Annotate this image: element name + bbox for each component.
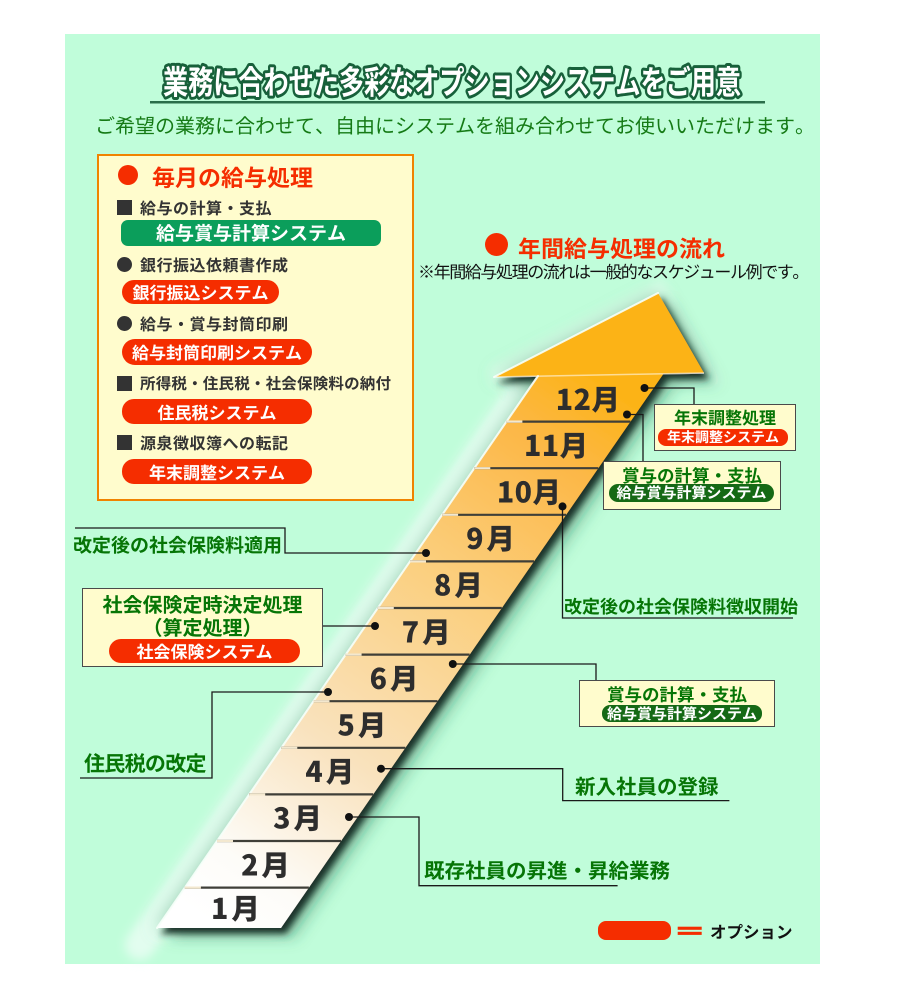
svg-text:9月: 9月 xyxy=(466,517,518,558)
svg-text:11月: 11月 xyxy=(524,424,589,465)
svg-text:1月: 1月 xyxy=(211,887,263,928)
svg-text:業務に合わせた多彩なオプションシステムをご用意: 業務に合わせた多彩なオプションシステムをご用意 xyxy=(163,56,741,104)
svg-text:2月: 2月 xyxy=(241,843,293,884)
svg-text:4月: 4月 xyxy=(305,750,357,791)
svg-text:5月: 5月 xyxy=(337,704,389,745)
svg-text:6月: 6月 xyxy=(370,657,422,698)
svg-text:12月: 12月 xyxy=(556,378,621,419)
svg-text:7月: 7月 xyxy=(402,610,454,651)
svg-text:10月: 10月 xyxy=(497,471,562,512)
svg-text:3月: 3月 xyxy=(273,797,325,838)
svg-text:8月: 8月 xyxy=(434,564,486,605)
